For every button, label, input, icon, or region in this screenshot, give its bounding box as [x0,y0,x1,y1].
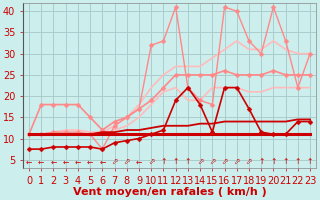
Text: ↑: ↑ [270,157,276,166]
Text: ⬀: ⬀ [124,157,130,166]
Text: ↑: ↑ [258,157,264,166]
Text: ←: ← [87,157,93,166]
Text: ⬀: ⬀ [234,157,240,166]
Text: ←: ← [99,157,106,166]
Text: ⬀: ⬀ [148,157,155,166]
Text: ↑: ↑ [283,157,289,166]
Text: ←: ← [50,157,57,166]
Text: ←: ← [75,157,81,166]
Text: ⬀: ⬀ [221,157,228,166]
Text: ←: ← [62,157,69,166]
Text: ←: ← [26,157,32,166]
Text: ↑: ↑ [172,157,179,166]
Text: ⬀: ⬀ [209,157,215,166]
Text: ←: ← [136,157,142,166]
Text: ⬀: ⬀ [111,157,118,166]
Text: ↑: ↑ [160,157,167,166]
Text: ↑: ↑ [295,157,301,166]
Text: ↑: ↑ [185,157,191,166]
Text: ⬀: ⬀ [246,157,252,166]
X-axis label: Vent moyen/en rafales ( km/h ): Vent moyen/en rafales ( km/h ) [73,187,267,197]
Text: ←: ← [38,157,44,166]
Text: ⬀: ⬀ [197,157,203,166]
Text: ↑: ↑ [307,157,313,166]
